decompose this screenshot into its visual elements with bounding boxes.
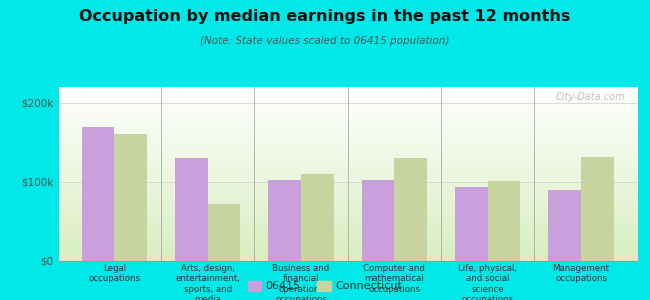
Bar	[362, 180, 395, 261]
Bar	[114, 134, 147, 261]
Bar	[82, 127, 114, 261]
Text: Occupation by median earnings in the past 12 months: Occupation by median earnings in the pas…	[79, 9, 571, 24]
Bar	[175, 158, 208, 261]
Bar	[488, 181, 521, 261]
Bar	[208, 204, 240, 261]
Bar	[395, 158, 427, 261]
Text: (Note: State values scaled to 06415 population): (Note: State values scaled to 06415 popu…	[200, 36, 450, 46]
Bar	[268, 179, 301, 261]
Text: City-Data.com: City-Data.com	[556, 92, 625, 102]
Bar	[455, 188, 488, 261]
Bar	[301, 174, 333, 261]
Bar	[549, 190, 581, 261]
Legend: 06415, Connecticut: 06415, Connecticut	[248, 281, 402, 291]
Bar	[581, 157, 614, 261]
